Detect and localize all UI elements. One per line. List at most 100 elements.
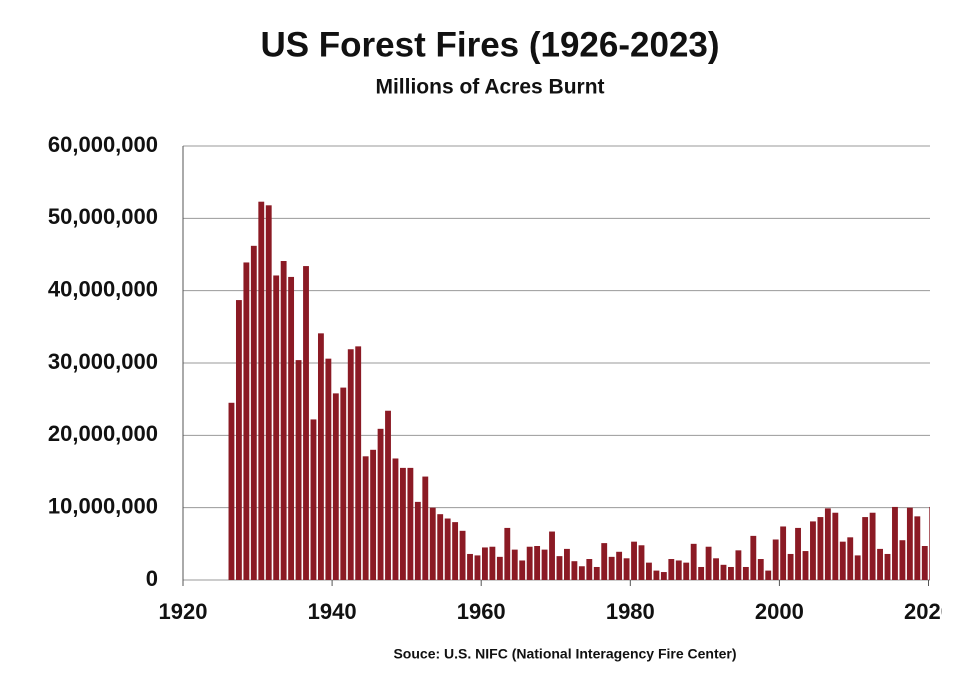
- x-tick-label: 2020: [904, 599, 953, 624]
- bar: [638, 545, 645, 580]
- y-tick-label: 60,000,000: [48, 132, 158, 157]
- bar: [824, 508, 831, 580]
- bar: [407, 467, 414, 580]
- y-tick-label: 40,000,000: [48, 276, 158, 301]
- source-note: Souce: U.S. NIFC (National Interagency F…: [393, 646, 736, 662]
- bar: [467, 553, 473, 580]
- bar: [444, 518, 451, 580]
- bar: [757, 559, 764, 580]
- bar: [660, 572, 667, 580]
- bar: [698, 566, 705, 580]
- bar: [310, 419, 317, 580]
- bar: [571, 561, 578, 580]
- bar: [280, 261, 287, 580]
- y-tick-label: 50,000,000: [48, 204, 158, 229]
- x-axis-labels: 1920 1940 1960 1980 2000 2020: [159, 599, 953, 624]
- bar: [340, 387, 347, 580]
- bar: [690, 543, 697, 580]
- bar: [593, 566, 600, 580]
- bar: [392, 458, 399, 580]
- bar: [802, 551, 809, 580]
- bar: [317, 333, 324, 580]
- bar: [496, 556, 503, 580]
- bar: [720, 564, 727, 580]
- bar: [504, 527, 511, 580]
- bar: [295, 360, 302, 580]
- bar: [869, 512, 876, 580]
- bar: [273, 275, 280, 580]
- bar: [795, 527, 801, 580]
- bar: [355, 346, 362, 580]
- bar: [564, 548, 570, 580]
- bar: [646, 562, 652, 580]
- bar: [705, 546, 712, 580]
- bar: [288, 276, 295, 580]
- bar: [474, 555, 481, 580]
- bar: [608, 556, 615, 580]
- bar: [884, 553, 891, 580]
- bar: [668, 559, 675, 580]
- bar: [549, 531, 555, 580]
- bar: [437, 514, 444, 580]
- y-tick-label: 10,000,000: [48, 493, 158, 518]
- bar: [906, 507, 913, 580]
- y-tick-label: 30,000,000: [48, 349, 158, 374]
- bar: [631, 541, 637, 580]
- bar: [250, 245, 257, 580]
- bar: [399, 467, 406, 580]
- bar: [817, 517, 824, 580]
- x-tick-label: 1940: [308, 599, 357, 624]
- plot-area: [182, 145, 930, 586]
- bar: [772, 539, 779, 580]
- bar: [832, 512, 839, 580]
- bar: [243, 262, 250, 580]
- bar: [862, 517, 869, 580]
- bar: [713, 558, 719, 580]
- bar: [429, 507, 436, 580]
- bar: [556, 556, 563, 580]
- bar: [586, 559, 593, 580]
- bar: [780, 526, 787, 580]
- bar: [839, 541, 846, 580]
- bar: [601, 543, 608, 580]
- bar: [653, 570, 660, 580]
- bar: [765, 570, 772, 580]
- bar: [347, 349, 354, 580]
- bar: [228, 402, 235, 580]
- x-tick-label: 1960: [457, 599, 506, 624]
- bar: [519, 560, 526, 580]
- bar: [265, 205, 272, 580]
- bar: [258, 201, 265, 581]
- bar: [847, 537, 854, 580]
- x-tick-label: 1980: [606, 599, 655, 624]
- bar: [489, 546, 496, 580]
- bar: [735, 550, 742, 580]
- bar: [482, 547, 488, 580]
- bar: [623, 558, 630, 580]
- bar: [534, 546, 541, 580]
- x-tick-label: 1920: [159, 599, 208, 624]
- bar: [929, 506, 930, 580]
- bar: [370, 449, 377, 580]
- bar: [742, 566, 749, 580]
- bar: [683, 562, 690, 580]
- bar: [422, 476, 429, 580]
- bar: [877, 548, 883, 580]
- bar: [728, 566, 734, 580]
- bar: [414, 501, 421, 580]
- bar: [787, 553, 794, 580]
- bar: [914, 516, 921, 580]
- x-tick-label: 2000: [755, 599, 804, 624]
- bar: [459, 530, 466, 580]
- bar: [578, 566, 585, 580]
- bar: [377, 428, 384, 580]
- bar: [511, 549, 518, 580]
- bar: [541, 549, 548, 580]
- bar: [235, 300, 242, 580]
- bar: [921, 546, 928, 580]
- chart-subtitle: Millions of Acres Burnt: [375, 76, 604, 99]
- bar: [810, 521, 816, 580]
- bar: [892, 506, 898, 580]
- bar: [899, 540, 906, 580]
- y-tick-label: 20,000,000: [48, 421, 158, 446]
